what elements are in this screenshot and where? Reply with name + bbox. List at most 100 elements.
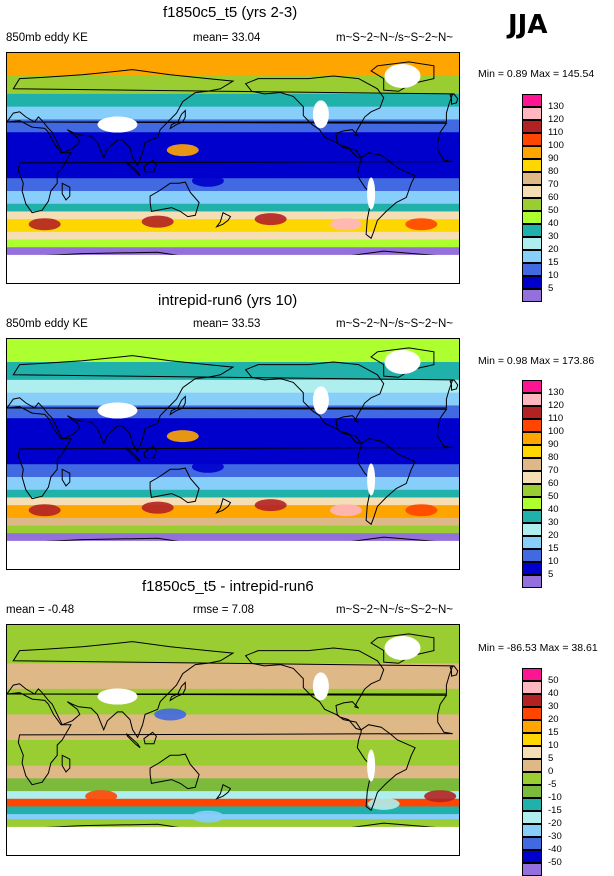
coastline-nz bbox=[215, 211, 232, 228]
coastline-borneo bbox=[143, 159, 157, 173]
colorbar-label: -20 bbox=[548, 818, 562, 829]
colorbar-label: 90 bbox=[548, 153, 559, 164]
colorbar-label: 130 bbox=[548, 101, 564, 112]
field-blob bbox=[330, 504, 362, 517]
field-blob bbox=[166, 430, 199, 443]
colorbar-swatch bbox=[522, 694, 542, 707]
colorbar-label: 70 bbox=[548, 179, 559, 190]
colorbar-swatch bbox=[522, 733, 542, 746]
colorbar-swatch bbox=[522, 824, 542, 837]
field-band bbox=[7, 477, 459, 491]
colorbar-swatch bbox=[522, 484, 542, 497]
antarctica-mask bbox=[7, 826, 459, 855]
panel-3-rmse: rmse = 7.08 bbox=[193, 604, 255, 616]
colorbar-swatch bbox=[522, 263, 542, 276]
field-band bbox=[7, 145, 459, 163]
colorbar-swatch bbox=[522, 562, 542, 575]
colorbar-label: 0 bbox=[548, 766, 554, 777]
colorbar-swatch bbox=[522, 536, 542, 549]
coastline-africa bbox=[7, 692, 453, 786]
coastline-sumatra bbox=[125, 447, 141, 463]
colorbar-label: -15 bbox=[548, 805, 562, 816]
colorbar-swatch bbox=[522, 133, 542, 146]
antarctica-mask bbox=[7, 254, 459, 283]
colorbar-label: 50 bbox=[548, 205, 559, 216]
terrain-mask bbox=[312, 100, 329, 129]
field-band bbox=[7, 814, 459, 820]
coastline-namerica bbox=[244, 361, 385, 445]
field-blob bbox=[141, 215, 174, 228]
field-blob bbox=[28, 504, 61, 517]
field-blob bbox=[424, 790, 457, 803]
colorbar-swatch bbox=[522, 510, 542, 523]
coastline-uk bbox=[449, 93, 459, 105]
panel-3-units: m~S~2~N~/s~S~2~N~ bbox=[336, 604, 453, 616]
panel-1-minmax: Min = 0.89 Max = 145.54 bbox=[478, 68, 595, 80]
colorbar-label: 5 bbox=[548, 283, 554, 294]
colorbar-label: -10 bbox=[548, 792, 562, 803]
colorbar-swatch bbox=[522, 837, 542, 850]
coastline-borneo bbox=[143, 731, 157, 745]
colorbar-swatch bbox=[522, 668, 542, 681]
colorbar-swatch bbox=[522, 198, 542, 211]
coastline-borneo bbox=[143, 445, 157, 459]
colorbar-label: 130 bbox=[548, 387, 564, 398]
field-blob bbox=[28, 218, 61, 231]
colorbar-swatch bbox=[522, 406, 542, 419]
terrain-mask bbox=[97, 116, 138, 133]
field-band bbox=[7, 379, 459, 394]
coastline-uk bbox=[449, 665, 459, 677]
colorbar-label: 40 bbox=[548, 504, 559, 515]
field-band bbox=[7, 239, 459, 248]
terrain-mask bbox=[312, 386, 329, 415]
colorbar-swatch bbox=[522, 720, 542, 733]
colorbar-label: -5 bbox=[548, 779, 557, 790]
field-blob bbox=[166, 144, 199, 157]
field-blob bbox=[330, 218, 362, 231]
colorbar-swatch bbox=[522, 211, 542, 224]
coastline-sumatra bbox=[125, 161, 141, 177]
colorbar-swatch bbox=[522, 146, 542, 159]
terrain-mask bbox=[384, 350, 421, 374]
colorbar-label: 60 bbox=[548, 192, 559, 203]
colorbar-label: 10 bbox=[548, 556, 559, 567]
terrain-mask bbox=[97, 402, 138, 419]
coastline-japan bbox=[169, 395, 186, 416]
coastline-samerica bbox=[356, 152, 416, 240]
field-band bbox=[7, 161, 459, 179]
colorbar-swatch bbox=[522, 185, 542, 198]
field-band bbox=[7, 447, 459, 465]
colorbar-label: 20 bbox=[548, 530, 559, 541]
terrain-mask bbox=[367, 177, 376, 210]
colorbar-label: -50 bbox=[548, 857, 562, 868]
colorbar-label: 70 bbox=[548, 465, 559, 476]
colorbar-label: 30 bbox=[548, 231, 559, 242]
colorbar-label: 110 bbox=[548, 413, 564, 424]
field-blob bbox=[405, 218, 438, 231]
colorbar-label: 20 bbox=[548, 244, 559, 255]
coastline-madagascar bbox=[61, 182, 71, 201]
terrain-mask bbox=[367, 749, 376, 782]
colorbar-swatch bbox=[522, 120, 542, 133]
terrain-mask bbox=[384, 636, 421, 660]
field-band bbox=[7, 132, 459, 146]
panel-2-variable-label: 850mb eddy KE bbox=[6, 318, 88, 330]
panel-1-title: f1850c5_t5 (yrs 2-3) bbox=[163, 4, 298, 21]
colorbar-label: 40 bbox=[548, 688, 559, 699]
colorbar-swatch bbox=[522, 159, 542, 172]
colorbar-swatch bbox=[522, 432, 542, 445]
colorbar-swatch bbox=[522, 237, 542, 250]
colorbar-label: 120 bbox=[548, 114, 564, 125]
field-band bbox=[7, 740, 459, 767]
colorbar-swatch bbox=[522, 224, 542, 237]
coastline-namerica bbox=[244, 647, 385, 731]
colorbar-swatch bbox=[522, 276, 542, 289]
field-blob bbox=[191, 810, 224, 823]
field-band bbox=[7, 231, 459, 241]
field-blob bbox=[405, 504, 438, 517]
panel-2-units: m~S~2~N~/s~S~2~N~ bbox=[336, 318, 453, 330]
colorbar-label: -40 bbox=[548, 844, 562, 855]
field-blob bbox=[191, 460, 224, 473]
colorbar-label: 30 bbox=[548, 701, 559, 712]
colorbar-label: 10 bbox=[548, 740, 559, 751]
